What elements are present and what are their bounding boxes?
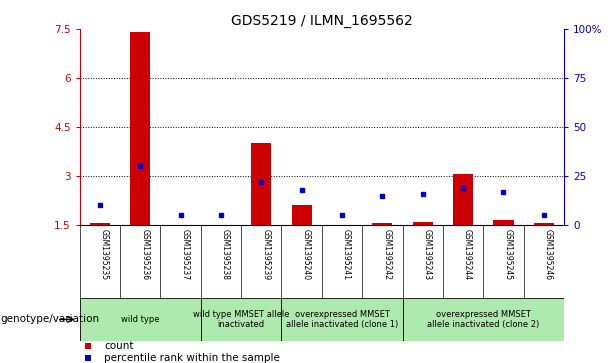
FancyBboxPatch shape [80, 298, 201, 341]
Bar [292, 205, 312, 225]
Text: GSM1395241: GSM1395241 [342, 229, 351, 280]
FancyBboxPatch shape [281, 298, 403, 341]
Bar [413, 222, 433, 225]
Text: GSM1395238: GSM1395238 [221, 229, 230, 280]
Text: wild type: wild type [121, 315, 159, 324]
Bar [372, 223, 392, 225]
Text: count: count [104, 342, 134, 351]
Text: wild type MMSET allele
inactivated: wild type MMSET allele inactivated [193, 310, 289, 329]
FancyBboxPatch shape [201, 298, 281, 341]
Bar [453, 175, 473, 225]
Text: GSM1395239: GSM1395239 [261, 229, 270, 280]
Text: overexpressed MMSET
allele inactivated (clone 2): overexpressed MMSET allele inactivated (… [427, 310, 539, 329]
Bar [534, 223, 554, 225]
Text: GSM1395235: GSM1395235 [100, 229, 109, 280]
Text: percentile rank within the sample: percentile rank within the sample [104, 353, 280, 363]
Text: genotype/variation: genotype/variation [0, 314, 99, 325]
Text: overexpressed MMSET
allele inactivated (clone 1): overexpressed MMSET allele inactivated (… [286, 310, 398, 329]
Bar [493, 220, 514, 225]
Text: GSM1395246: GSM1395246 [544, 229, 553, 280]
Bar [130, 32, 150, 225]
Text: GSM1395243: GSM1395243 [423, 229, 432, 280]
Bar [85, 355, 91, 361]
Bar [251, 143, 272, 225]
Text: GSM1395237: GSM1395237 [181, 229, 189, 280]
Text: GSM1395244: GSM1395244 [463, 229, 472, 280]
Bar [89, 223, 110, 225]
Text: GSM1395242: GSM1395242 [383, 229, 391, 280]
FancyBboxPatch shape [403, 298, 564, 341]
Text: GSM1395245: GSM1395245 [503, 229, 512, 280]
Text: GSM1395240: GSM1395240 [302, 229, 311, 280]
Title: GDS5219 / ILMN_1695562: GDS5219 / ILMN_1695562 [231, 14, 413, 28]
Bar [85, 343, 91, 350]
Text: GSM1395236: GSM1395236 [140, 229, 149, 280]
